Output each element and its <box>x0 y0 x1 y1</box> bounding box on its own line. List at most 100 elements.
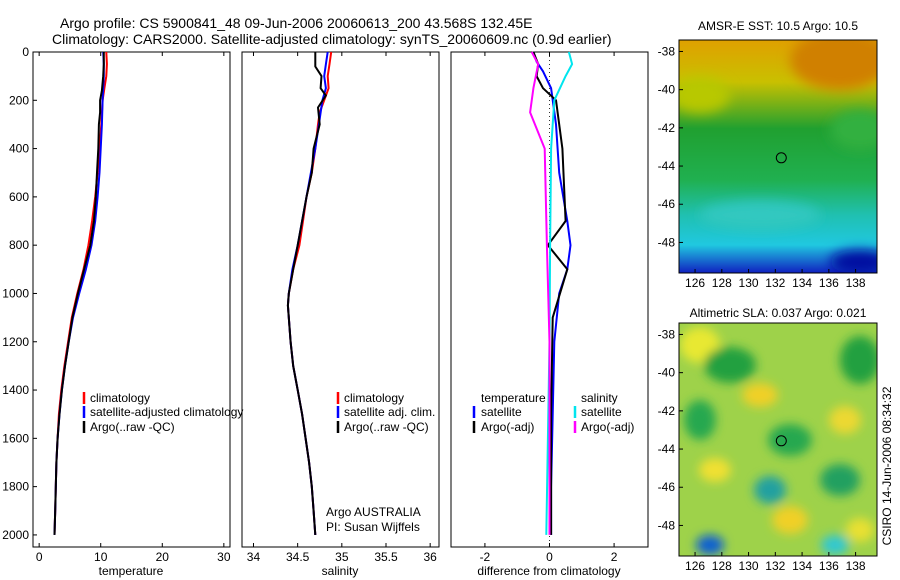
figure-title-line2: Climatology: CARS2000. Satellite-adjuste… <box>52 31 612 47</box>
map-x-tick-label: 130 <box>739 559 759 573</box>
x-tick-label: 20 <box>156 550 170 564</box>
sla-map-field <box>679 323 877 556</box>
legend-label-climatology: climatology <box>344 391 404 405</box>
sst-cool-patch <box>700 201 820 229</box>
map-y-tick-label: -40 <box>658 366 676 380</box>
legend-label-argo: Argo(..raw -QC) <box>344 420 429 434</box>
sla-low-patch <box>754 476 786 504</box>
map-y-tick-label: -40 <box>658 83 676 97</box>
map-x-tick-label: 128 <box>712 559 732 573</box>
y-tick-label: 600 <box>9 190 29 204</box>
legend-label-sal-argo: Argo(-adj) <box>581 420 634 434</box>
temperature-axes-box <box>32 51 231 548</box>
salinity-axes-box <box>241 51 440 548</box>
sst-map-title: AMSR-E SST: 10.5 Argo: 10.5 <box>698 19 858 33</box>
legend-label-temp-satellite: satellite <box>481 405 522 419</box>
legend-label-argo: Argo(..raw -QC) <box>90 420 175 434</box>
sst-map-frame <box>678 39 878 274</box>
sla-high-patch <box>699 458 731 482</box>
map-y-tick-label: -44 <box>658 159 676 173</box>
y-tick-label: 1400 <box>2 383 29 397</box>
legend-label-satellite: satellite adj. clim. <box>344 405 435 419</box>
sst-warm-patch <box>790 40 877 90</box>
map-x-tick-label: 132 <box>765 276 785 290</box>
x-tick-label: 35 <box>335 550 349 564</box>
sla-high-patch <box>742 383 778 407</box>
map-y-tick-label: -48 <box>658 518 676 532</box>
legend-label-sal-satellite: satellite <box>581 405 622 419</box>
sla-map-ticks: 126 128 130 132 134 136 138 -38 -40 -42 -44 -46 -48 <box>658 327 866 573</box>
series-line-temperature-satellite <box>532 51 572 535</box>
sla-map-frame <box>678 322 878 557</box>
x-tick-label: -2 <box>480 550 491 564</box>
sla-map-title: Altimetric SLA: 0.037 Argo: 0.021 <box>690 306 867 320</box>
sst-cold-patch <box>830 250 877 273</box>
sla-low-patch <box>820 464 860 496</box>
sla-low-patch <box>704 347 756 383</box>
legend-group-salinity: salinity <box>581 391 618 405</box>
y-tick-label: 1200 <box>2 335 29 349</box>
salinity-legend: climatology satellite adj. clim. Argo(..… <box>336 391 435 434</box>
map-y-tick-label: -38 <box>658 44 676 58</box>
series-line-argo-raw-qc <box>53 52 105 535</box>
argo-program-annotation: Argo AUSTRALIA <box>326 505 421 519</box>
x-tick-label: 10 <box>94 550 108 564</box>
x-tick-label: 30 <box>217 550 231 564</box>
legend-group-temperature: temperature <box>481 391 546 405</box>
x-tick-label: 36 <box>423 550 437 564</box>
map-y-tick-label: -44 <box>658 442 676 456</box>
sst-warm-patch <box>679 77 730 113</box>
map-y-tick-label: -42 <box>658 404 676 418</box>
x-tick-label: 0 <box>36 550 43 564</box>
y-tick-label: 400 <box>9 142 29 156</box>
map-y-tick-label: -48 <box>658 235 676 249</box>
map-x-tick-label: 138 <box>846 276 866 290</box>
depth-axis: 0 200 400 600 800 1000 1200 1400 1600 1800 2000 <box>2 45 37 542</box>
sla-argo-position-marker <box>775 435 787 447</box>
series-line-salinity-argo-adj <box>529 51 551 535</box>
sla-low-patch <box>696 535 724 555</box>
map-x-tick-label: 132 <box>765 559 785 573</box>
y-tick-label: 2000 <box>2 528 29 542</box>
map-x-tick-label: 126 <box>685 276 705 290</box>
pi-annotation: PI: Susan Wijffels <box>326 520 420 534</box>
map-x-tick-label: 130 <box>739 276 759 290</box>
difference-legend: temperature salinity satellite Argo(-adj… <box>472 391 634 434</box>
x-tick-label: 0 <box>546 550 553 564</box>
x-axis-ticks: 0 10 20 30 34 34.5 35 35.5 36 -2 0 2 <box>36 52 618 564</box>
series-line-salinity-satellite <box>545 51 574 535</box>
series-line-satellite-adj-clim <box>286 51 329 535</box>
sst-map-ticks: 126 128 130 132 134 136 138 -38 -40 -42 -44 -46 -48 <box>658 44 866 290</box>
sla-low-patch <box>768 424 812 456</box>
sla-low-patch <box>821 535 849 555</box>
map-y-tick-label: -46 <box>658 197 676 211</box>
map-x-tick-label: 134 <box>792 276 812 290</box>
csiro-timestamp: CSIRO 14-Jun-2006 08:34:32 <box>880 386 894 545</box>
map-x-tick-label: 138 <box>846 559 866 573</box>
sst-argo-position-marker <box>775 152 787 164</box>
map-y-tick-label: -46 <box>658 480 676 494</box>
sla-high-patch <box>829 406 861 434</box>
y-tick-label: 200 <box>9 93 29 107</box>
sla-high-patch <box>846 518 874 542</box>
map-x-tick-label: 134 <box>792 559 812 573</box>
legend-label-temp-argo: Argo(-adj) <box>481 420 534 434</box>
x-tick-label: 34.5 <box>286 550 310 564</box>
series-line-argo-raw-qc <box>286 52 327 535</box>
sst-green-patch <box>830 110 877 150</box>
y-tick-label: 1800 <box>2 480 29 494</box>
sla-low-patch <box>684 400 716 440</box>
map-x-tick-label: 126 <box>685 559 705 573</box>
map-y-tick-label: -38 <box>658 327 676 341</box>
x-tick-label: 34 <box>247 550 261 564</box>
map-y-tick-label: -42 <box>658 121 676 135</box>
y-tick-label: 1000 <box>2 286 29 300</box>
sst-map-field <box>679 40 877 273</box>
sla-high-patch <box>772 506 808 534</box>
difference-xlabel: difference from climatology <box>477 564 620 578</box>
salinity-xlabel: salinity <box>322 564 359 578</box>
temperature-xlabel: temperature <box>99 564 164 578</box>
map-x-tick-label: 136 <box>819 559 839 573</box>
y-tick-label: 800 <box>9 238 29 252</box>
